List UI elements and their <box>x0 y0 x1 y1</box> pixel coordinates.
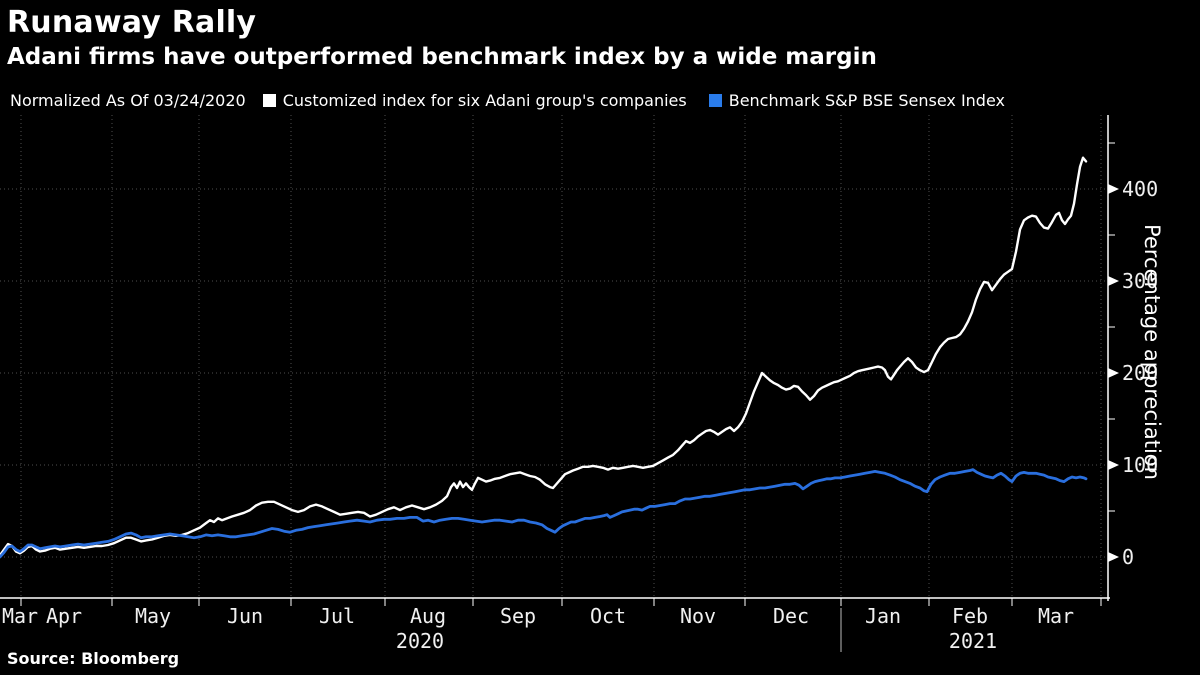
x-tick-label: Feb <box>951 604 989 628</box>
chart-subtitle: Adani firms have outperformed benchmark … <box>7 44 877 70</box>
source-credit: Source: Bloomberg <box>7 649 180 668</box>
legend-normalized-note: Normalized As Of 03/24/2020 <box>10 90 246 110</box>
legend-item-label: Customized index for six Adani group's c… <box>282 90 687 110</box>
x-tick-label: Mar <box>1 604 39 628</box>
y-major-tick-arrow-icon <box>1108 276 1119 286</box>
adani-series-swatch-icon <box>262 93 276 107</box>
legend-item-adani-index: Customized index for six Adani group's c… <box>262 90 687 110</box>
sensex-index-line <box>0 468 1088 559</box>
y-major-tick-arrow-icon <box>1108 552 1119 562</box>
x-tick-label: Sep <box>499 604 537 628</box>
legend-item-sensex: Benchmark S&P BSE Sensex Index <box>708 90 1005 110</box>
x-tick-label: Jan <box>864 604 902 628</box>
y-tick-label: 100 <box>1122 453 1159 477</box>
x-tick-label: Dec <box>772 604 810 628</box>
x-year-label: 2021 <box>948 629 998 653</box>
x-year-label: 2020 <box>395 629 445 653</box>
x-tick-label: Jul <box>318 604 356 628</box>
y-major-tick-arrow-icon <box>1108 368 1119 378</box>
x-tick-label: Oct <box>589 604 627 628</box>
x-tick-label: Nov <box>679 604 717 628</box>
x-tick-label: Jun <box>226 604 264 628</box>
adani-index-line <box>0 156 1088 557</box>
y-major-tick-arrow-icon <box>1108 460 1119 470</box>
x-tick-label: May <box>134 604 172 628</box>
x-tick-label: Apr <box>45 604 83 628</box>
x-tick-label: Mar <box>1037 604 1075 628</box>
y-tick-label: 400 <box>1122 177 1159 201</box>
y-tick-label: 300 <box>1122 269 1159 293</box>
y-major-tick-arrow-icon <box>1108 184 1119 194</box>
x-tick-label: Aug <box>409 604 447 628</box>
y-tick-label: 200 <box>1122 361 1159 385</box>
y-axis-title: Percentage appreciation <box>1140 224 1164 480</box>
y-tick-label: 0 <box>1122 545 1135 569</box>
page-title: Runaway Rally <box>7 5 257 40</box>
chart-legend: Normalized As Of 03/24/2020 Customized i… <box>10 90 1110 110</box>
sensex-series-swatch-icon <box>708 93 722 107</box>
legend-item-label: Benchmark S&P BSE Sensex Index <box>728 90 1005 110</box>
